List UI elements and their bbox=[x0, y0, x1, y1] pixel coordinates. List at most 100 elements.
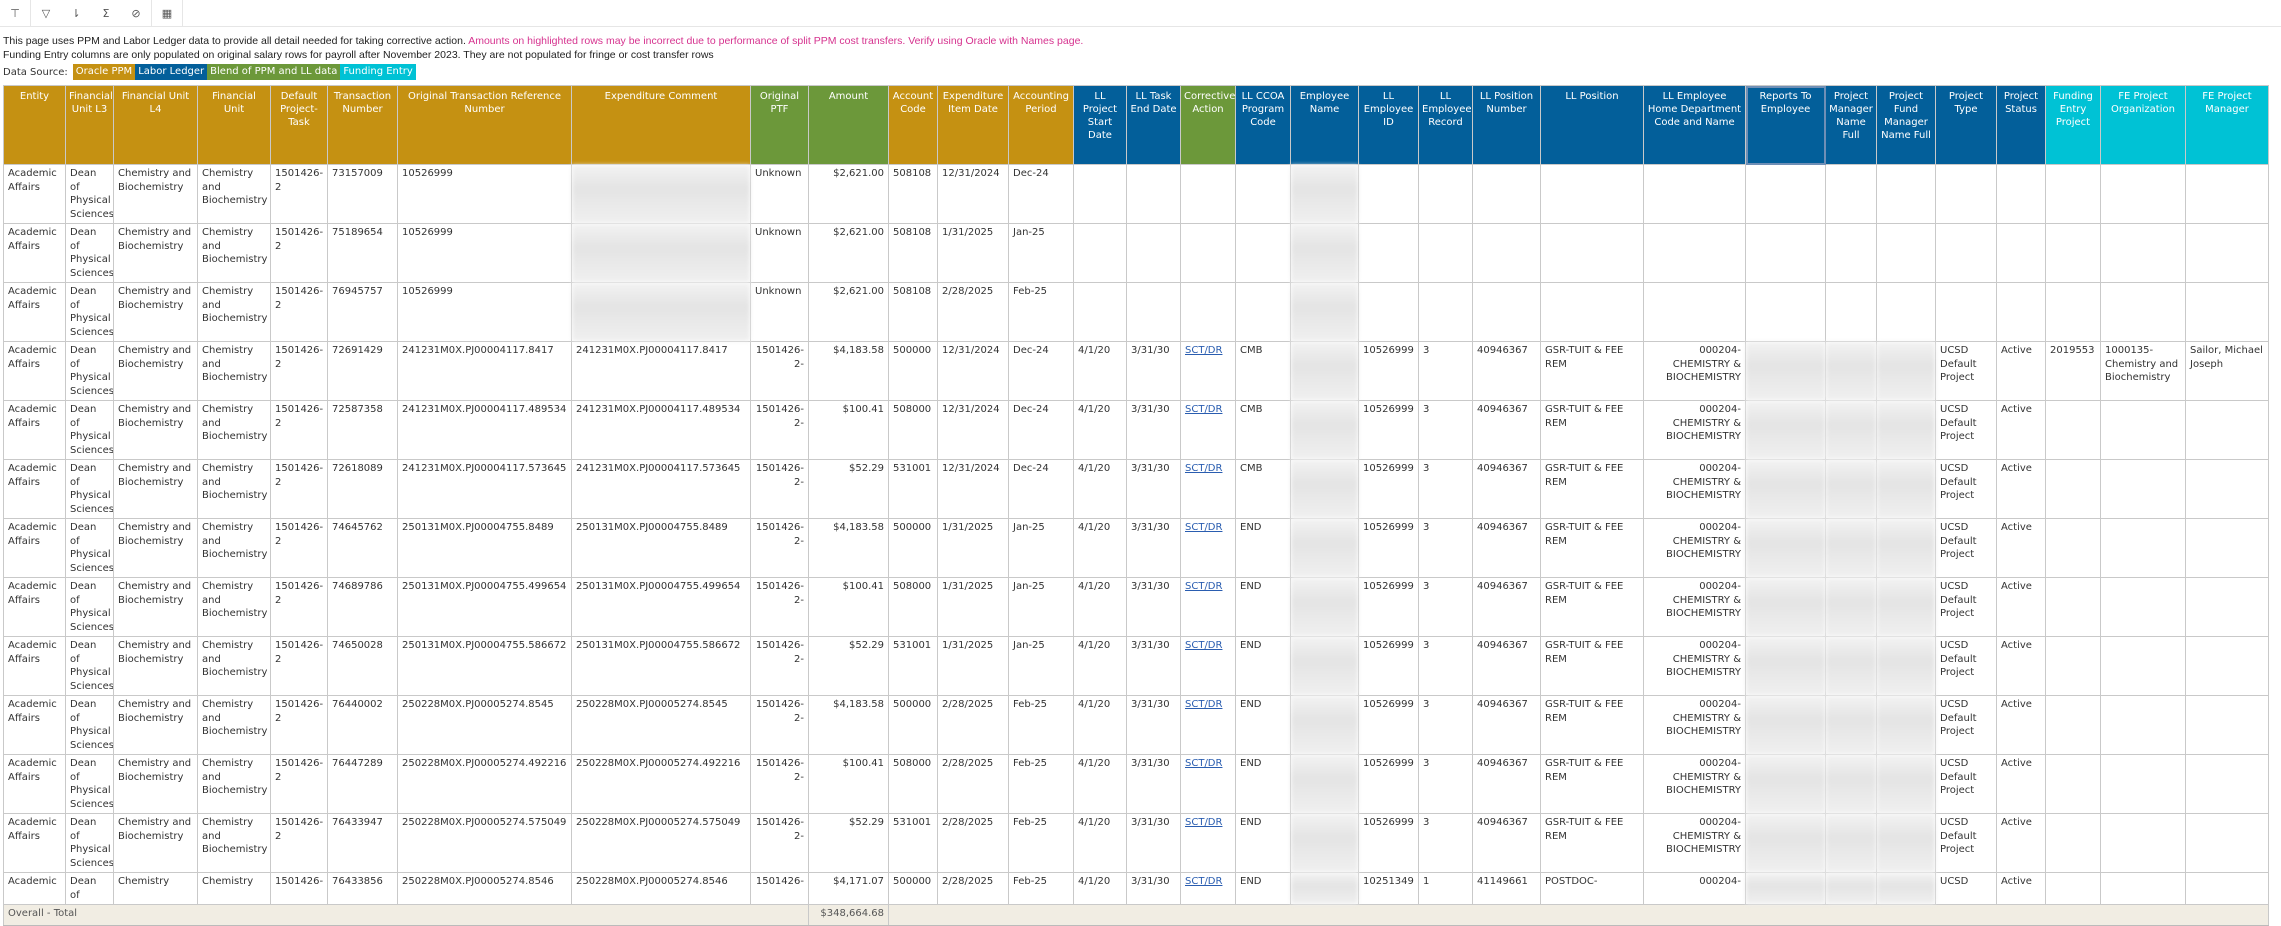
column-header-account-code[interactable]: Account Code bbox=[888, 85, 938, 165]
table-cell: 10526999 bbox=[397, 164, 572, 224]
table-cell bbox=[1825, 282, 1877, 342]
column-header-funding-entry-project[interactable]: Funding Entry Project bbox=[2045, 85, 2101, 165]
corrective-action-link[interactable]: SCT/DR bbox=[1185, 404, 1223, 415]
table-cell: $4,183.58 bbox=[808, 695, 889, 755]
column-header-ll-ccoa-program-code[interactable]: LL CCOA Program Code bbox=[1235, 85, 1291, 165]
filter-button[interactable]: ▽ bbox=[31, 0, 61, 26]
table-cell: UCSD Default Project bbox=[1935, 636, 1997, 696]
table-cell: GSR-TUIT & FEE REM bbox=[1540, 518, 1644, 578]
column-header-ll-employee-id[interactable]: LL Employee ID bbox=[1358, 85, 1419, 165]
column-header-project-manager-name-full[interactable]: Project Manager Name Full bbox=[1825, 85, 1877, 165]
table-cell: 250131M0X.PJ00004755.586672 bbox=[397, 636, 572, 696]
note-line-1: This page uses PPM and Labor Ledger data… bbox=[3, 35, 1084, 47]
column-header-entity[interactable]: Entity bbox=[3, 85, 66, 165]
corrective-action-link[interactable]: SCT/DR bbox=[1185, 345, 1223, 356]
table-cell bbox=[571, 282, 751, 342]
column-header-financial-unit-l3[interactable]: Financial Unit L3 bbox=[65, 85, 114, 165]
table-cell bbox=[1825, 695, 1877, 755]
table-cell: Chemistry and Biochemistry bbox=[197, 459, 271, 519]
table-cell bbox=[1745, 400, 1826, 460]
table-cell bbox=[1825, 872, 1877, 905]
sort-button[interactable]: ⇂ bbox=[61, 0, 91, 26]
column-header-expenditure-item-date[interactable]: Expenditure Item Date bbox=[937, 85, 1009, 165]
table-cell: Chemistry and Biochemistry bbox=[113, 459, 198, 519]
table-cell: 10526999 bbox=[1358, 754, 1419, 814]
table-cell: 250131M0X.PJ00004755.8489 bbox=[397, 518, 572, 578]
column-header-employee-name[interactable]: Employee Name bbox=[1290, 85, 1359, 165]
note-line-2: Funding Entry columns are only populated… bbox=[3, 49, 714, 61]
column-header-ll-employee-home-department-code-and-name[interactable]: LL Employee Home Department Code and Nam… bbox=[1643, 85, 1746, 165]
column-header-ll-position[interactable]: LL Position bbox=[1540, 85, 1644, 165]
column-header-fe-project-organization[interactable]: FE Project Organization bbox=[2100, 85, 2186, 165]
table-cell: UCSD Default Project bbox=[1935, 813, 1997, 873]
table-cell: 1501426-2 bbox=[270, 341, 328, 401]
table-cell bbox=[1825, 813, 1877, 873]
table-cell bbox=[1876, 754, 1936, 814]
table-cell: Academic Affairs bbox=[3, 636, 66, 696]
table-cell: Active bbox=[1996, 459, 2046, 519]
column-header-fe-project-manager[interactable]: FE Project Manager bbox=[2185, 85, 2269, 165]
column-header-ll-employee-record[interactable]: LL Employee Record bbox=[1418, 85, 1473, 165]
table-cell: 250131M0X.PJ00004755.8489 bbox=[571, 518, 751, 578]
corrective-action-link[interactable]: SCT/DR bbox=[1185, 463, 1223, 474]
table-row: Academic Affairs Dean of Physical Science… bbox=[3, 518, 2269, 578]
column-header-project-fund-manager-name-full[interactable]: Project Fund Manager Name Full bbox=[1876, 85, 1936, 165]
table-cell: $100.41 bbox=[808, 577, 889, 637]
table-cell: 000204-CHEMISTRY & BIOCHEMISTRY bbox=[1643, 813, 1746, 873]
corrective-action-link[interactable]: SCT/DR bbox=[1185, 522, 1223, 533]
corrective-action-link[interactable]: SCT/DR bbox=[1185, 817, 1223, 828]
column-header-transaction-number[interactable]: Transaction Number bbox=[327, 85, 398, 165]
corrective-action-link[interactable]: SCT/DR bbox=[1185, 581, 1223, 592]
table-cell: 76440002 bbox=[327, 695, 398, 755]
table-cell bbox=[1290, 754, 1359, 814]
table-cell bbox=[1290, 282, 1359, 342]
column-header-ll-position-number[interactable]: LL Position Number bbox=[1472, 85, 1541, 165]
column-header-default-project-task[interactable]: Default Project-Task bbox=[270, 85, 328, 165]
table-cell: Active bbox=[1996, 400, 2046, 460]
pivot-table-button[interactable]: ▦ bbox=[152, 0, 183, 26]
table-cell: UCSD bbox=[1935, 872, 1997, 905]
header-row: Entity Financial Unit L3 Financial Unit L4… bbox=[3, 85, 2269, 165]
table-cell: SCT/DR bbox=[1180, 872, 1236, 905]
table-cell bbox=[1643, 223, 1746, 283]
table-cell: 250228M0X.PJ00005274.8545 bbox=[397, 695, 572, 755]
table-cell: Feb-25 bbox=[1008, 695, 1074, 755]
column-header-ll-project-start-date[interactable]: LL Project Start Date bbox=[1073, 85, 1127, 165]
table-row: Academic Affairs Dean of Physical Science… bbox=[3, 754, 2269, 814]
column-header-expenditure-comment[interactable]: Expenditure Comment bbox=[571, 85, 751, 165]
column-header-financial-unit[interactable]: Financial Unit bbox=[197, 85, 271, 165]
column-header-original-ptf[interactable]: Original PTF bbox=[750, 85, 809, 165]
sum-button[interactable]: Σ bbox=[91, 0, 121, 26]
table-cell: Dean of Physical Sciences bbox=[65, 164, 114, 224]
table-cell: Sailor, Michael Joseph bbox=[2185, 341, 2269, 401]
column-header-reports-to-employee[interactable]: Reports To Employee bbox=[1745, 85, 1826, 165]
corrective-action-link[interactable]: SCT/DR bbox=[1185, 758, 1223, 769]
column-header-project-status[interactable]: Project Status bbox=[1996, 85, 2046, 165]
table-cell bbox=[1935, 223, 1997, 283]
column-header-corrective-action[interactable]: Corrective Action bbox=[1180, 85, 1236, 165]
table-cell: 10526999 bbox=[1358, 695, 1419, 755]
corrective-action-link[interactable]: SCT/DR bbox=[1185, 640, 1223, 651]
table-row: Academic Affairs Dean of Physical Science… bbox=[3, 341, 2269, 401]
column-header-project-type[interactable]: Project Type bbox=[1935, 85, 1997, 165]
table-cell bbox=[1876, 459, 1936, 519]
corrective-action-link[interactable]: SCT/DR bbox=[1185, 876, 1223, 887]
drill-button[interactable]: ⊤ bbox=[0, 0, 31, 26]
table-cell: 508108 bbox=[888, 282, 938, 342]
table-cell: 250228M0X.PJ00005274.575049 bbox=[571, 813, 751, 873]
table-cell: 241231M0X.PJ00004117.573645 bbox=[397, 459, 572, 519]
table-cell bbox=[2100, 754, 2186, 814]
table-cell: Academic Affairs bbox=[3, 813, 66, 873]
pivot-table-icon: ▦ bbox=[161, 6, 173, 20]
column-header-amount[interactable]: Amount bbox=[808, 85, 889, 165]
column-header-original-transaction-reference-number[interactable]: Original Transaction Reference Number bbox=[397, 85, 572, 165]
column-header-ll-task-end-date[interactable]: LL Task End Date bbox=[1126, 85, 1181, 165]
table-cell: 1501426-2- bbox=[750, 577, 809, 637]
table-cell bbox=[1876, 813, 1936, 873]
column-header-accounting-period[interactable]: Accounting Period bbox=[1008, 85, 1074, 165]
table-cell: Feb-25 bbox=[1008, 282, 1074, 342]
explore-button[interactable]: ⊘ bbox=[121, 0, 152, 26]
column-header-financial-unit-l4[interactable]: Financial Unit L4 bbox=[113, 85, 198, 165]
table-cell: Academic Affairs bbox=[3, 164, 66, 224]
corrective-action-link[interactable]: SCT/DR bbox=[1185, 699, 1223, 710]
